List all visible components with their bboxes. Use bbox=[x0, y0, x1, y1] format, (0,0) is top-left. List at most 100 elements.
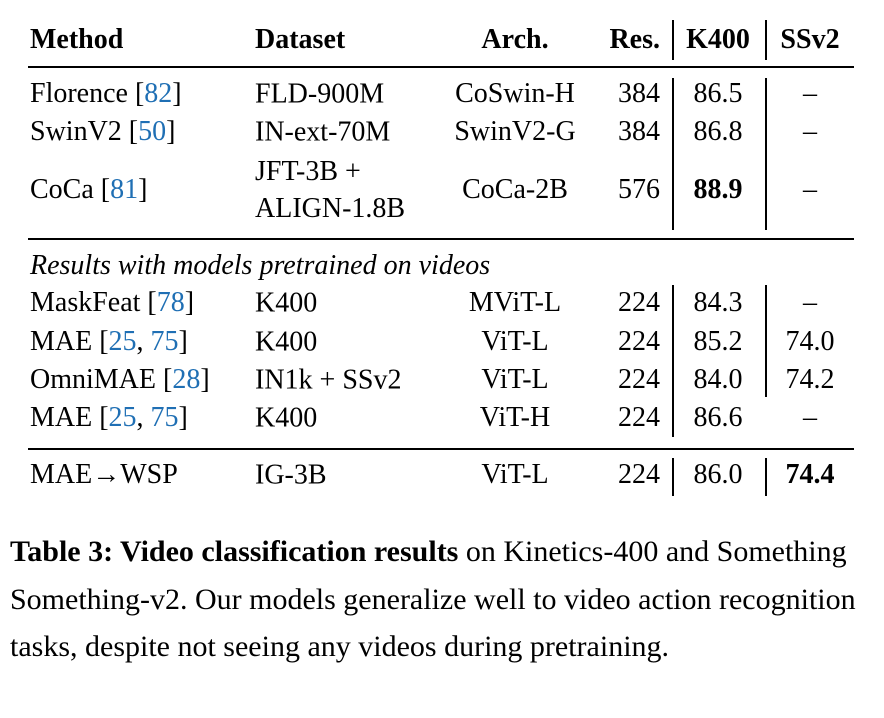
dataset-cell: K400 bbox=[255, 324, 317, 361]
rule bbox=[28, 448, 854, 450]
rule bbox=[672, 20, 674, 60]
dataset-line: JFT-3B + bbox=[255, 156, 361, 187]
method-text: MAE [ bbox=[30, 326, 109, 357]
method-text: ] bbox=[172, 78, 182, 109]
ssv2-cell: 74.2 bbox=[785, 364, 835, 395]
rule bbox=[28, 66, 854, 68]
arch-cell: SwinV2-G bbox=[454, 116, 576, 147]
ssv2-cell: – bbox=[803, 174, 817, 205]
method-text: MAE→WSP bbox=[30, 459, 178, 490]
rule bbox=[765, 20, 767, 60]
citation: 81 bbox=[110, 174, 139, 205]
arch-cell: ViT-L bbox=[481, 326, 549, 357]
dataset-cell: JFT-3B + ALIGN-1.8B bbox=[255, 153, 405, 227]
ssv2-cell: – bbox=[803, 116, 817, 147]
method-text: OmniMAE [ bbox=[30, 364, 173, 395]
rule bbox=[28, 238, 854, 240]
arch-cell: CoCa-2B bbox=[462, 174, 568, 205]
rule bbox=[672, 78, 674, 230]
header-cell: Dataset bbox=[255, 24, 346, 55]
method-cell: OmniMAE [28] bbox=[30, 363, 210, 397]
ssv2-cell: – bbox=[803, 287, 817, 318]
ssv2-cell: 74.0 bbox=[785, 326, 835, 357]
citation: 78 bbox=[156, 287, 185, 318]
k400-cell: 86.8 bbox=[693, 116, 743, 147]
arch-cell: CoSwin-H bbox=[455, 78, 575, 109]
ssv2-cell: 74.4 bbox=[785, 459, 835, 490]
method-text: ] bbox=[178, 326, 188, 357]
rule bbox=[672, 285, 674, 437]
citation: 50 bbox=[138, 116, 167, 147]
k400-cell: 84.0 bbox=[693, 364, 743, 395]
k400-cell: 85.2 bbox=[693, 326, 743, 357]
method-text: ] bbox=[178, 402, 188, 433]
header-cell: SSv2 bbox=[780, 24, 840, 55]
arch-cell: ViT-L bbox=[481, 459, 549, 490]
dataset-line: K400 bbox=[255, 402, 318, 434]
dataset-cell: IN1k + SSv2 bbox=[255, 362, 401, 399]
arch-cell: ViT-H bbox=[479, 402, 551, 433]
method-cell: CoCa [81] bbox=[30, 173, 147, 207]
res-cell: 576 bbox=[618, 174, 660, 205]
method-text: , bbox=[136, 326, 151, 357]
method-text: MAE [ bbox=[30, 402, 109, 433]
dataset-cell: FLD-900M bbox=[255, 76, 384, 113]
dataset-line: K400 bbox=[255, 326, 318, 358]
citation: 28 bbox=[172, 364, 201, 395]
method-text: ] bbox=[138, 174, 148, 205]
dataset-line: IG-3B bbox=[255, 459, 327, 491]
arch-cell: MViT-L bbox=[468, 287, 562, 318]
method-text: Florence [ bbox=[30, 78, 145, 109]
section-heading: Results with models pretrained on videos bbox=[30, 250, 491, 281]
citation: 25 bbox=[108, 326, 137, 357]
method-cell: MaskFeat [78] bbox=[30, 286, 194, 320]
rule bbox=[672, 458, 674, 496]
citation: 75 bbox=[150, 326, 179, 357]
dataset-line: ALIGN-1.8B bbox=[255, 193, 406, 224]
dataset-cell: K400 bbox=[255, 400, 317, 437]
citation: 75 bbox=[150, 402, 179, 433]
method-cell: Florence [82] bbox=[30, 77, 182, 111]
rule bbox=[765, 285, 767, 397]
method-cell: SwinV2 [50] bbox=[30, 115, 175, 149]
res-cell: 224 bbox=[618, 402, 660, 433]
method-cell: MAE [25, 75] bbox=[30, 325, 188, 359]
method-cell: MAE [25, 75] bbox=[30, 401, 188, 435]
res-cell: 384 bbox=[618, 116, 660, 147]
method-text: , bbox=[136, 402, 151, 433]
res-cell: 224 bbox=[618, 364, 660, 395]
method-text: MaskFeat [ bbox=[30, 287, 157, 318]
dataset-line: FLD-900M bbox=[255, 78, 385, 110]
method-cell: MAE→WSP bbox=[30, 458, 178, 492]
k400-cell: 86.0 bbox=[693, 459, 743, 490]
dataset-cell: IN-ext-70M bbox=[255, 114, 390, 151]
header-cell: Arch. bbox=[481, 24, 549, 55]
k400-cell: 86.5 bbox=[693, 78, 743, 109]
ssv2-cell: – bbox=[803, 78, 817, 109]
res-cell: 384 bbox=[618, 78, 660, 109]
method-text: SwinV2 [ bbox=[30, 116, 139, 147]
arch-cell: ViT-L bbox=[481, 364, 549, 395]
header-cell: K400 bbox=[686, 24, 750, 55]
dataset-line: IN-ext-70M bbox=[255, 116, 391, 148]
dataset-cell: K400 bbox=[255, 285, 317, 322]
res-cell: 224 bbox=[618, 326, 660, 357]
citation: 82 bbox=[144, 78, 173, 109]
method-text: ] bbox=[184, 287, 195, 318]
rule bbox=[765, 78, 767, 230]
citation: 25 bbox=[108, 402, 137, 433]
header-cell: Method bbox=[30, 24, 124, 55]
dataset-line: IN1k + SSv2 bbox=[255, 364, 402, 396]
method-text: ] bbox=[200, 364, 210, 395]
res-cell: 224 bbox=[618, 287, 660, 318]
rule bbox=[765, 458, 767, 496]
dataset-cell: IG-3B bbox=[255, 457, 327, 494]
method-text: CoCa [ bbox=[30, 174, 111, 205]
res-cell: 224 bbox=[618, 459, 660, 490]
k400-cell: 84.3 bbox=[693, 287, 743, 318]
k400-cell: 88.9 bbox=[693, 174, 743, 205]
ssv2-cell: – bbox=[803, 402, 817, 433]
dataset-line: K400 bbox=[255, 287, 318, 319]
caption: Table 3: Video classification results on… bbox=[10, 528, 876, 671]
